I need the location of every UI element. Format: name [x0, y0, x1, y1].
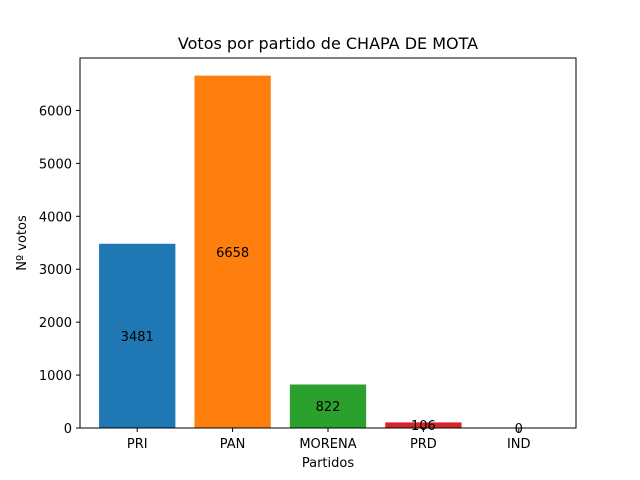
chart-title: Votos por partido de CHAPA DE MOTA — [178, 34, 478, 53]
y-tick-label-3000: 3000 — [39, 263, 72, 278]
data-label-prd: 106 — [411, 419, 436, 434]
bar-prd — [385, 422, 462, 428]
data-label-pan: 6658 — [216, 246, 249, 261]
y-tick-label-6000: 6000 — [39, 104, 72, 119]
bar-pri — [99, 243, 176, 428]
y-tick-label-4000: 4000 — [39, 210, 72, 225]
y-tick-label-5000: 5000 — [39, 157, 72, 172]
y-tick-label-1000: 1000 — [39, 369, 72, 384]
x-tick-label-pan: PAN — [220, 437, 246, 452]
y-axis: 0 1000 2000 3000 4000 5000 6000 — [39, 104, 80, 437]
data-label-pri: 3481 — [121, 330, 154, 345]
y-axis-label: Nº votos — [15, 215, 30, 271]
bars-group — [99, 75, 462, 428]
x-tick-label-morena: MORENA — [299, 437, 356, 452]
x-axis-label: Partidos — [302, 456, 354, 471]
x-tick-label-pri: PRI — [127, 437, 148, 452]
bar-morena — [289, 384, 367, 428]
y-tick-label-2000: 2000 — [39, 316, 72, 331]
y-tick-label-0: 0 — [64, 422, 72, 437]
x-tick-label-ind: IND — [507, 437, 531, 452]
data-label-morena: 822 — [316, 400, 341, 415]
bar-pan — [194, 75, 271, 428]
x-tick-label-prd: PRD — [410, 437, 437, 452]
x-axis: PRI PAN MORENA PRD IND — [127, 428, 531, 452]
